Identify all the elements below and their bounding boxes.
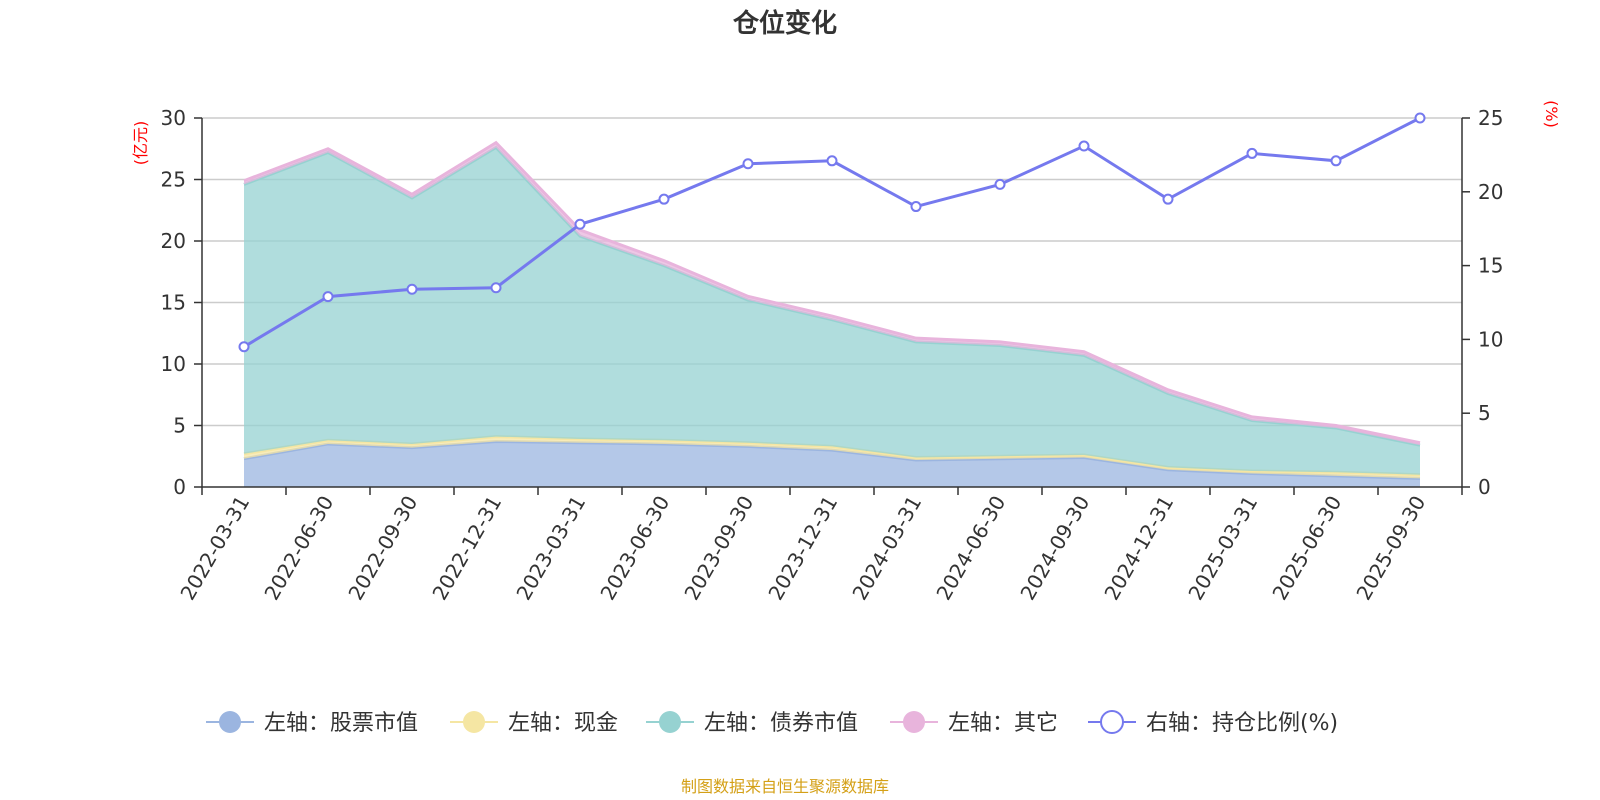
ratio-point — [490, 282, 502, 294]
right-tick-label: 0 — [1478, 475, 1491, 499]
left-axis-unit: (亿元) — [131, 121, 150, 166]
right-tick-label: 15 — [1478, 254, 1503, 278]
x-tick-label: 2024-06-30 — [931, 492, 1010, 605]
ratio-point — [826, 155, 838, 167]
legend-item: 左轴：现金 — [450, 711, 618, 736]
legend-item: 左轴：债券市值 — [646, 711, 858, 736]
x-tick-label: 2023-03-31 — [511, 492, 590, 605]
x-tick-label: 2024-12-31 — [1099, 492, 1178, 605]
area-左轴：债券市值 — [244, 147, 1420, 475]
left-tick-label: 10 — [161, 352, 186, 376]
left-tick-label: 30 — [161, 106, 186, 130]
x-tick-label: 2022-09-30 — [343, 492, 422, 605]
left-tick-label: 20 — [161, 229, 186, 253]
x-tick-label: 2024-03-31 — [847, 492, 926, 605]
stacked-areas — [243, 140, 1421, 487]
x-tick-label: 2023-06-30 — [595, 492, 674, 605]
legend-marker — [463, 711, 485, 733]
right-axis-unit: (%) — [1542, 100, 1561, 128]
ratio-point — [238, 341, 250, 353]
right-tick-label: 10 — [1478, 327, 1503, 351]
legend-item: 左轴：股票市值 — [206, 711, 418, 736]
x-tick-label: 2025-06-30 — [1267, 492, 1346, 605]
x-tick-label: 2023-12-31 — [763, 492, 842, 605]
legend-label: 右轴：持仓比例(%) — [1146, 711, 1338, 736]
left-tick-label: 5 — [173, 414, 186, 438]
legend-marker — [903, 711, 925, 733]
x-tick-label: 2022-06-30 — [259, 492, 338, 605]
chart-title: 仓位变化 — [732, 8, 837, 39]
ratio-point — [1414, 112, 1426, 124]
legend-marker — [1100, 710, 1124, 734]
legend-marker — [219, 711, 241, 733]
x-tick-label: 2022-03-31 — [175, 492, 254, 605]
right-tick-label: 25 — [1478, 106, 1503, 130]
legend-item: 右轴：持仓比例(%) — [1088, 710, 1338, 736]
x-tick-label: 2025-09-30 — [1351, 492, 1430, 605]
area-左轴：现金 — [244, 436, 1420, 479]
legend: 左轴：股票市值 左轴：现金 左轴：债券市值 左轴：其它 右轴：持仓比例(%) — [206, 710, 1338, 736]
left-tick-label: 0 — [173, 475, 186, 499]
x-tick-label: 2025-03-31 — [1183, 492, 1262, 605]
data-source-note: 制图数据来自恒生聚源数据库 — [681, 777, 889, 796]
ratio-point — [322, 291, 334, 303]
ratio-point — [658, 193, 670, 205]
right-tick-label: 20 — [1478, 180, 1503, 204]
left-tick-label: 15 — [161, 291, 186, 315]
ratio-point — [1078, 140, 1090, 152]
ratio-point — [742, 158, 754, 170]
ratio-point — [1246, 147, 1258, 159]
right-tick-label: 5 — [1478, 401, 1491, 425]
ratio-point — [574, 218, 586, 230]
legend-label: 左轴：债券市值 — [704, 711, 858, 736]
x-tick-label: 2023-09-30 — [679, 492, 758, 605]
ratio-point — [910, 201, 922, 213]
legend-label: 左轴：其它 — [948, 711, 1058, 736]
ratio-line — [238, 112, 1426, 353]
area-左轴：股票市值 — [244, 441, 1420, 487]
ratio-point — [406, 283, 418, 295]
x-tick-label: 2022-12-31 — [427, 492, 506, 605]
area-edge-左轴：其它 — [243, 140, 1421, 445]
x-tick-label: 2024-09-30 — [1015, 492, 1094, 605]
ratio-point — [1330, 155, 1342, 167]
legend-label: 左轴：现金 — [508, 711, 618, 736]
ratio-point — [1162, 193, 1174, 205]
ratio-point — [994, 178, 1006, 190]
legend-item: 左轴：其它 — [890, 711, 1058, 736]
left-tick-label: 25 — [161, 168, 186, 192]
legend-marker — [659, 711, 681, 733]
legend-label: 左轴：股票市值 — [264, 711, 418, 736]
